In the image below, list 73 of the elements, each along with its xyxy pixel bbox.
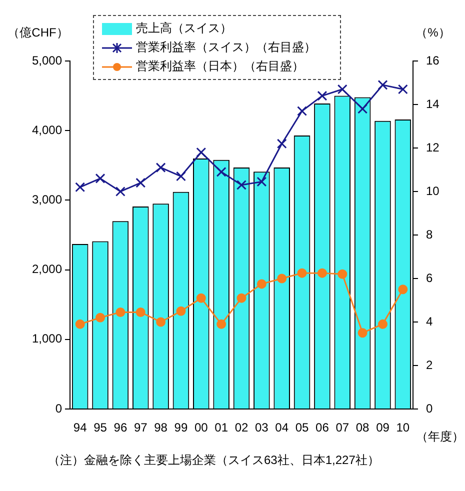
point: [216, 166, 226, 177]
point: [338, 269, 348, 279]
point: [156, 162, 166, 173]
x-tick-label: 95: [94, 420, 108, 435]
point: [156, 317, 166, 327]
point: [398, 284, 408, 294]
point: [196, 293, 206, 303]
point: [277, 274, 287, 284]
y2-tick-label: 10: [426, 184, 440, 198]
point: [115, 186, 126, 196]
y2-tick-label: 0: [426, 401, 433, 416]
y-axis-title: （億CHF）: [8, 25, 68, 40]
x-tick-label: 03: [254, 420, 269, 435]
point: [358, 328, 368, 338]
y2-tick-label: 4: [426, 314, 433, 328]
point: [358, 104, 368, 114]
x-tick-label: 00: [194, 420, 208, 435]
point: [317, 268, 327, 278]
x-tick-label: 06: [316, 420, 330, 435]
point: [136, 178, 146, 188]
point: [75, 182, 86, 192]
point: [95, 173, 106, 184]
point: [236, 293, 246, 303]
x-tick-label: 99: [174, 420, 188, 435]
x-tick-label: 94: [73, 420, 88, 435]
point: [75, 319, 85, 329]
point: [236, 180, 246, 190]
x-tick-label: 09: [376, 420, 390, 435]
text: （注）金融を除く主要上場企業（スイス63社、日本1,227社）: [48, 452, 380, 469]
y2-axis-title: （%）: [416, 25, 450, 40]
legend-label: 営業利益率（スイス）（右目盛）: [136, 39, 316, 56]
x-axis-title: （年度）: [416, 429, 464, 444]
y2-tick-label: 8: [426, 227, 433, 242]
point: [196, 147, 206, 158]
point: [136, 307, 146, 317]
point: [297, 106, 308, 116]
legend-label: 営業利益率（日本）（右目盛）: [136, 58, 304, 75]
y-tick-label: 0: [55, 401, 62, 416]
y-tick-label: 5,000: [32, 53, 62, 68]
x-tick-label: 04: [275, 420, 289, 435]
y-tick-label: 2,000: [32, 262, 62, 276]
point: [378, 319, 388, 329]
point: [398, 84, 408, 94]
x-tick-label: 10: [396, 420, 410, 435]
x-tick-label: 05: [295, 420, 310, 435]
point: [378, 80, 388, 90]
y2-tick-label: 14: [426, 96, 440, 111]
point: [176, 306, 186, 316]
point: [96, 312, 106, 322]
point: [276, 138, 287, 149]
point: [116, 307, 126, 317]
x-tick-label: 96: [114, 420, 128, 435]
y2-tick-label: 6: [426, 270, 433, 285]
x-tick-label: 07: [336, 420, 350, 435]
y2-tick-label: 12: [426, 140, 440, 154]
y-tick-label: 3,000: [32, 192, 62, 207]
x-tick-label: 98: [154, 420, 168, 435]
y2-tick-label: 16: [426, 53, 440, 68]
legend-label: 売上高（スイス）: [136, 20, 232, 37]
point: [297, 268, 307, 278]
point: [337, 84, 348, 94]
y-tick-label: 1,000: [32, 332, 62, 346]
point: [216, 319, 226, 329]
x-tick-label: 97: [134, 420, 148, 435]
y2-tick-label: 2: [426, 358, 433, 372]
x-tick-label: 01: [214, 420, 228, 435]
x-tick-label: 02: [234, 420, 248, 435]
point: [256, 279, 266, 289]
point: [176, 171, 186, 182]
x-tick-label: 08: [356, 420, 370, 435]
point: [256, 176, 267, 187]
y-tick-label: 4,000: [32, 122, 62, 137]
point: [317, 90, 328, 101]
